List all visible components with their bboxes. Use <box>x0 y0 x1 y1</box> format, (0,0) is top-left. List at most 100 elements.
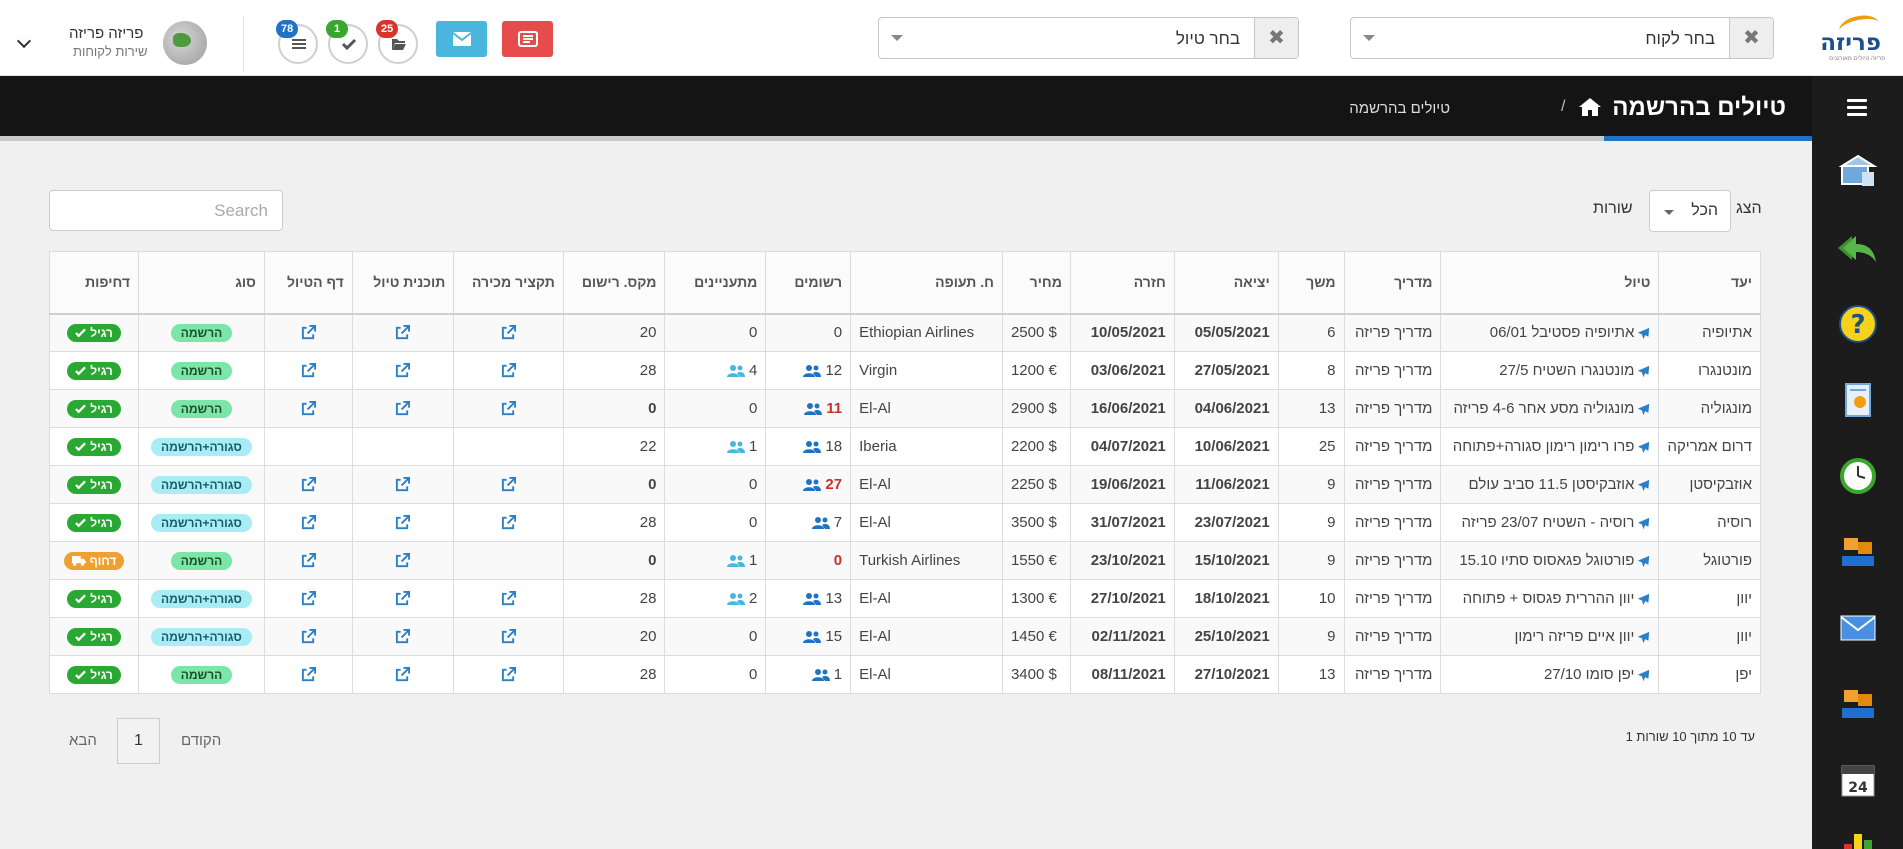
external-link-icon[interactable] <box>501 629 517 644</box>
cell-registered[interactable]: 15 <box>765 617 852 656</box>
cell-interested[interactable]: 0 <box>664 655 767 694</box>
cell-registered[interactable]: 13 <box>765 579 852 618</box>
column-header[interactable]: דף הטיול <box>263 251 353 315</box>
external-link-icon[interactable] <box>301 515 316 530</box>
company-logo[interactable]: פריזה פריזה טיולים מאורגנים <box>1805 12 1889 66</box>
column-header[interactable]: תקציר מכירה <box>453 251 564 315</box>
column-header[interactable]: יעד <box>1658 251 1761 315</box>
external-link-icon[interactable] <box>301 553 316 568</box>
cell-trip[interactable]: אוזבקיסטן 11.5 סביב עולם <box>1440 465 1660 504</box>
external-link-icon[interactable] <box>501 667 517 682</box>
user-avatar[interactable] <box>163 21 207 65</box>
table-row[interactable]: מונגוליה מונגוליה מסע אחר 4-6 פריזה מדריך … <box>48 389 1761 428</box>
external-link-icon[interactable] <box>501 515 517 530</box>
external-link-icon[interactable] <box>301 667 316 682</box>
trip-name[interactable]: יפן סומו 27/10 <box>1543 666 1635 683</box>
table-row[interactable]: אתיופיה אתיופיה פסטיבל 06/01 מדריך פריזה 6 0… <box>48 313 1761 352</box>
external-link-icon[interactable] <box>301 477 316 492</box>
trip-name[interactable]: רוסיה - השטיח 23/07 פריזה <box>1461 514 1635 531</box>
column-header[interactable]: מחיר <box>1001 251 1071 315</box>
cell-guide[interactable]: מדריך פריזה <box>1343 465 1442 504</box>
certificate-icon[interactable] <box>1838 380 1878 420</box>
external-link-icon[interactable] <box>395 325 411 340</box>
trip-select[interactable]: ✖ בחר טיול <box>878 17 1299 59</box>
external-link-icon[interactable] <box>395 515 411 530</box>
cell-interested[interactable]: 0 <box>664 313 767 352</box>
trip-name[interactable]: פורטוגל פגאסוס סתיו 15.10 <box>1459 552 1635 569</box>
column-header[interactable]: תוכנית טיול <box>351 251 455 315</box>
external-link-icon[interactable] <box>301 363 316 378</box>
user-menu-chevron-icon[interactable] <box>16 33 32 49</box>
external-link-icon[interactable] <box>301 401 316 416</box>
external-link-icon[interactable] <box>395 401 411 416</box>
id-card-button[interactable] <box>502 21 553 57</box>
computer-network-icon[interactable] <box>1838 152 1878 192</box>
list-button[interactable]: 78 <box>276 20 318 64</box>
cell-trip[interactable]: אתיופיה פסטיבל 06/01 <box>1440 313 1660 352</box>
shipping-boxes-icon[interactable] <box>1838 684 1878 724</box>
bar-chart-icon[interactable] <box>1838 826 1878 849</box>
mail-button[interactable] <box>436 21 487 57</box>
cell-trip[interactable]: יפן סומו 27/10 <box>1440 655 1660 694</box>
table-row[interactable]: יפן יפן סומו 27/10 מדריך פריזה 13 27/10/2021… <box>48 655 1761 694</box>
pagination-next[interactable]: הבא <box>69 732 97 749</box>
home-icon[interactable] <box>1578 97 1602 117</box>
external-link-icon[interactable] <box>395 477 411 492</box>
cell-trip[interactable]: יוון ההררית פגסוס + פתוחה <box>1440 579 1660 618</box>
column-header[interactable]: טיול <box>1440 251 1660 315</box>
cell-registered[interactable]: 1 <box>765 655 852 694</box>
column-header[interactable]: מדריך <box>1343 251 1442 315</box>
cell-interested[interactable]: 4 <box>664 351 767 390</box>
external-link-icon[interactable] <box>301 629 316 644</box>
cell-guide[interactable]: מדריך פריזה <box>1343 617 1442 656</box>
external-link-icon[interactable] <box>395 553 411 568</box>
trip-name[interactable]: יוון איים פריזה רימון <box>1514 628 1635 645</box>
external-link-icon[interactable] <box>395 363 411 378</box>
cell-guide[interactable]: מדריך פריזה <box>1343 351 1442 390</box>
cell-interested[interactable]: 0 <box>664 465 767 504</box>
trip-name[interactable]: יוון ההררית פגסוס + פתוחה <box>1462 590 1635 607</box>
cell-guide[interactable]: מדריך פריזה <box>1343 655 1442 694</box>
cell-trip[interactable]: מונגוליה מסע אחר 4-6 פריזה <box>1440 389 1660 428</box>
trip-name[interactable]: אתיופיה פסטיבל 06/01 <box>1489 324 1635 342</box>
column-header[interactable]: סוג <box>138 251 265 315</box>
table-row[interactable]: יוון יוון איים פריזה רימון מדריך פריזה 9 25/… <box>48 617 1761 656</box>
shipping-boxes-icon[interactable] <box>1838 532 1878 572</box>
cell-registered[interactable]: 12 <box>765 351 852 390</box>
column-header[interactable]: מקס. רישום <box>562 251 666 315</box>
external-link-icon[interactable] <box>395 667 411 682</box>
cell-trip[interactable]: רוסיה - השטיח 23/07 פריזה <box>1440 503 1660 542</box>
cell-interested[interactable]: 2 <box>664 579 767 618</box>
column-header[interactable]: דחיפות <box>48 251 140 315</box>
external-link-icon[interactable] <box>501 325 517 340</box>
external-link-icon[interactable] <box>301 325 316 340</box>
cell-registered[interactable]: 7 <box>765 503 852 542</box>
table-row[interactable]: אוזבקיסטן אוזבקיסטן 11.5 סביב עולם מדריך פ… <box>48 465 1761 504</box>
folders-button[interactable]: 25 <box>376 20 418 64</box>
customer-select[interactable]: ✖ בחר לקוח <box>1350 17 1774 59</box>
cell-registered[interactable]: 0 <box>765 313 852 352</box>
cell-guide[interactable]: מדריך פריזה <box>1343 389 1442 428</box>
column-header[interactable]: רשומים <box>765 251 852 315</box>
clock-refresh-icon[interactable] <box>1838 456 1878 496</box>
cell-registered[interactable]: 11 <box>765 389 852 428</box>
column-header[interactable]: חזרה <box>1069 251 1175 315</box>
cell-registered[interactable]: 0 <box>765 541 852 580</box>
menu-icon[interactable] <box>1847 99 1867 120</box>
external-link-icon[interactable] <box>301 591 316 606</box>
search-input[interactable] <box>49 190 283 231</box>
cell-guide[interactable]: מדריך פריזה <box>1343 579 1442 618</box>
table-row[interactable]: יוון יוון ההררית פגסוס + פתוחה מדריך פריזה… <box>48 579 1761 618</box>
trip-name[interactable]: פרו רימון רימון סגורה+פתוחה <box>1452 438 1635 455</box>
column-header[interactable]: מתעניינים <box>664 251 767 315</box>
table-row[interactable]: פורטוגל פורטוגל פגאסוס סתיו 15.10 מדריך פר… <box>48 541 1761 580</box>
email-icon[interactable] <box>1838 608 1878 648</box>
cell-trip[interactable]: פרו רימון רימון סגורה+פתוחה <box>1440 427 1660 466</box>
tasks-button[interactable]: 1 <box>326 20 368 64</box>
cell-interested[interactable]: 0 <box>664 503 767 542</box>
reply-all-icon[interactable] <box>1838 228 1878 268</box>
table-row[interactable]: דרום אמריקה פרו רימון רימון סגורה+פתוחה מד… <box>48 427 1761 466</box>
trip-name[interactable]: מונטנגרו השטיח 27/5 <box>1499 362 1635 379</box>
column-header[interactable]: ח. תעופה <box>850 251 1003 315</box>
calendar-icon[interactable]: 24 <box>1838 760 1878 800</box>
